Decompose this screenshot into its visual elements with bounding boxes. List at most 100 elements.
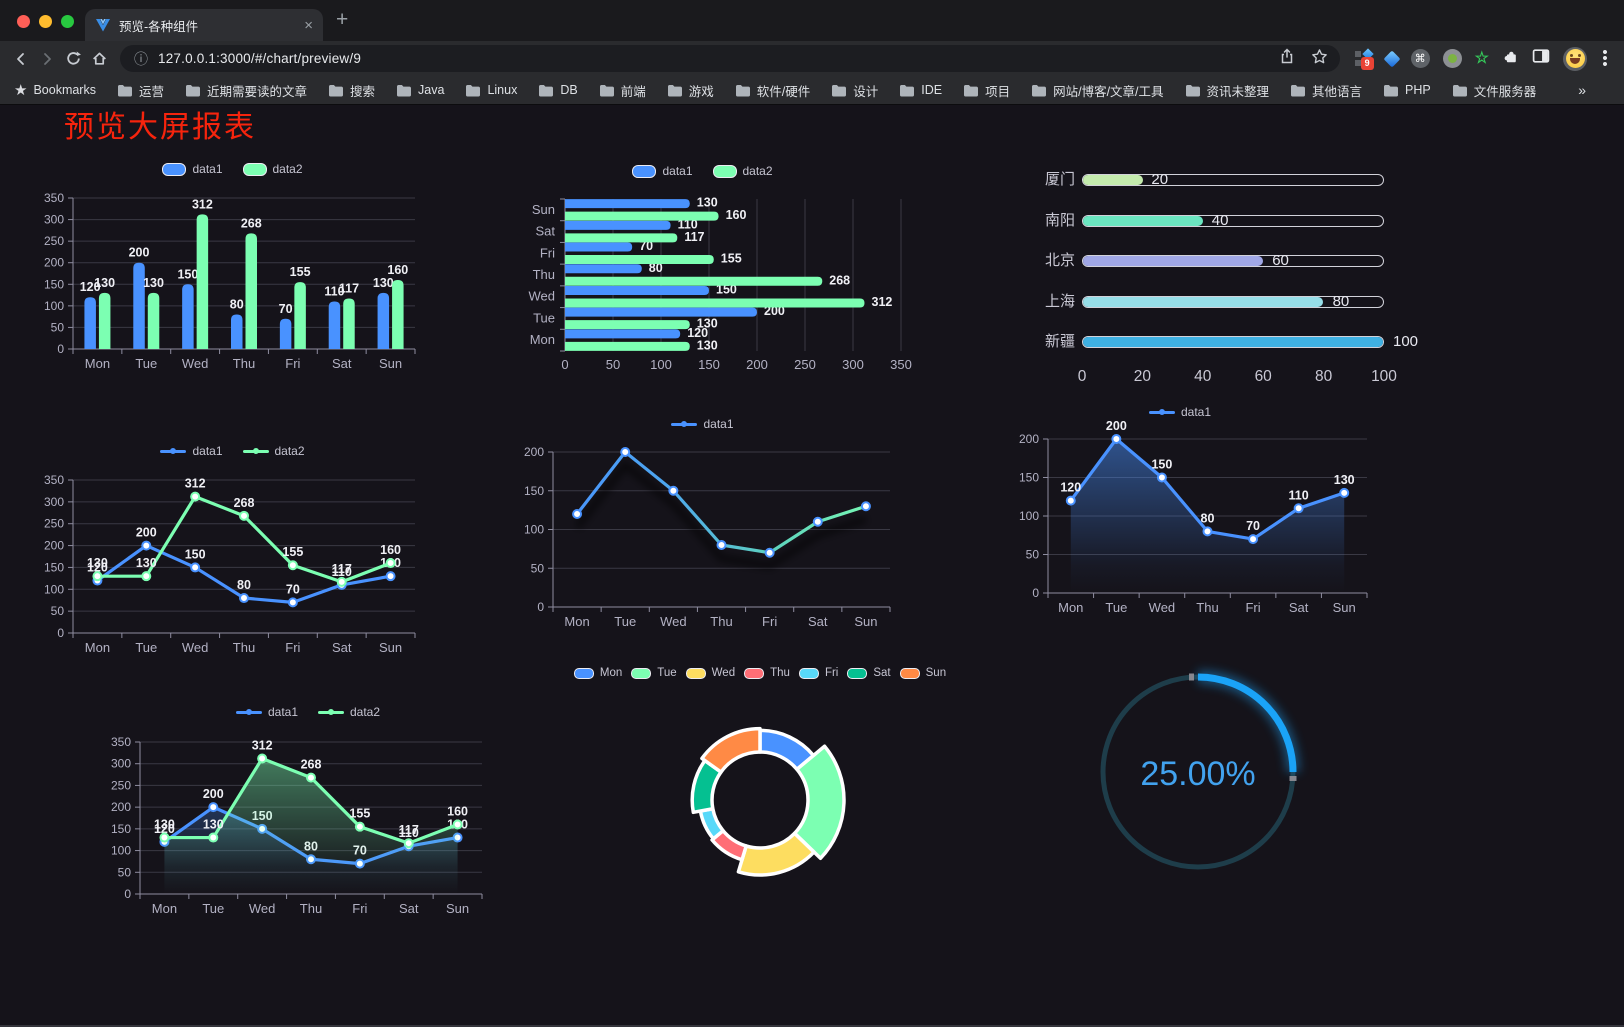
puzzle-extensions-icon[interactable] (1502, 48, 1519, 70)
legend-item-Wed[interactable]: Wed (685, 667, 735, 679)
bookmark-folder[interactable]: 文件服务器 (1452, 81, 1536, 100)
svg-text:Tue: Tue (533, 310, 555, 325)
legend-item-Tue[interactable]: Tue (631, 667, 677, 679)
legend-item-Sat[interactable]: Sat (847, 667, 891, 679)
progress-value: 60 (1272, 252, 1289, 269)
url-text[interactable]: 127.0.0.1:3000/#/chart/preview/9 (158, 51, 362, 66)
progress-axis-tick: 0 (1077, 368, 1087, 385)
bookmark-folder[interactable]: 资讯未整理 (1185, 81, 1269, 100)
svg-text:Fri: Fri (285, 640, 300, 655)
bookmark-folder[interactable]: PHP (1383, 81, 1431, 100)
bookmark-folder[interactable]: 设计 (831, 81, 878, 100)
legend-item-data2[interactable]: data2 (318, 705, 380, 719)
legend-item-data2[interactable]: data2 (242, 162, 303, 176)
home-button[interactable] (86, 46, 112, 72)
profile-avatar[interactable] (1563, 46, 1587, 71)
bookmark-folder[interactable]: 近期需要读的文章 (185, 81, 307, 100)
gradient-line-chart[interactable]: 0 50 100 150 200 Mon Tue Wed Thu Fri Sat Sun data1 (500, 413, 905, 629)
side-panel-icon[interactable] (1532, 48, 1550, 69)
bookmark-folder[interactable]: IDE (899, 81, 942, 100)
tab-close-icon[interactable]: × (304, 16, 313, 34)
reload-button[interactable] (60, 46, 86, 72)
legend-item-data1[interactable]: data1 (632, 164, 693, 178)
progress-axis-tick: 100 (1371, 368, 1397, 385)
svg-text:0: 0 (124, 887, 131, 901)
svg-text:Thu: Thu (233, 356, 255, 371)
site-info-icon[interactable]: ⓘ (134, 50, 148, 67)
new-tab-button[interactable]: + (336, 8, 349, 31)
bookmarks-manager[interactable]: ★ Bookmarks (14, 82, 96, 99)
two-line-chart[interactable]: 0 50 100 150 200 250 300 350 Mon Tue Wed Thu Fri Sat S… (40, 440, 425, 660)
bookmark-folder[interactable]: Linux (465, 81, 517, 100)
progress-axis-tick: 40 (1194, 368, 1212, 385)
svg-text:Tue: Tue (135, 640, 157, 655)
bookmark-folder[interactable]: 其他语言 (1290, 81, 1362, 100)
svg-text:100: 100 (111, 844, 131, 858)
bookmark-folder[interactable]: DB (538, 81, 578, 100)
bookmark-folder[interactable]: 软件/硬件 (735, 81, 810, 100)
svg-text:130: 130 (1334, 473, 1355, 487)
bookmarks-overflow-chevron[interactable]: » (1578, 82, 1587, 98)
legend-item-data1[interactable]: data1 (1148, 405, 1211, 419)
horizontal-bar-chart[interactable]: 0 50 100 150 200 250 300 350 Mon Tue Wed Thu Fri Sat S… (500, 152, 912, 372)
legend-item-data1[interactable]: data1 (160, 444, 223, 458)
svg-text:80: 80 (1201, 511, 1215, 525)
legend-item-Fri[interactable]: Fri (798, 667, 838, 679)
city-progress-chart[interactable]: 厦门 20 南阳 40 北京 60 上海 80 新疆 100 0 20 40 60 80 100 (995, 150, 1418, 390)
bookmark-folder[interactable]: Java (396, 81, 444, 100)
svg-text:312: 312 (252, 739, 273, 753)
svg-text:117: 117 (332, 562, 352, 576)
legend-item-Sun[interactable]: Sun (899, 667, 946, 679)
progress-track (1082, 214, 1384, 227)
bookmark-star-icon[interactable] (1311, 48, 1328, 70)
svg-text:130: 130 (203, 818, 224, 832)
maximize-window-button[interactable] (61, 15, 74, 28)
svg-text:Tue: Tue (1105, 600, 1127, 615)
legend-item-data1[interactable]: data1 (671, 417, 734, 431)
progress-fill (1083, 296, 1323, 307)
legend-item-Mon[interactable]: Mon (573, 667, 622, 679)
bookmark-folder[interactable]: 运营 (117, 81, 164, 100)
bookmark-folder[interactable]: 前端 (599, 81, 646, 100)
bookmarks-bar: ★ Bookmarks 运营 近期需要读的文章 搜索 Java Linux DB 前端 游戏 软… (0, 76, 1624, 105)
back-button[interactable] (8, 46, 34, 72)
dot-extension-icon[interactable] (1442, 49, 1462, 68)
bookmark-folder[interactable]: 游戏 (667, 81, 714, 100)
bookmark-folder[interactable]: 搜索 (328, 81, 375, 100)
svg-text:200: 200 (1019, 432, 1039, 446)
legend-swatch (162, 162, 187, 176)
progress-value: 20 (1151, 171, 1169, 188)
window-controls[interactable] (17, 15, 74, 28)
legend-item-data1[interactable]: data1 (162, 162, 223, 176)
two-line-area-chart[interactable]: 0 50 100 150 200 250 300 350 Mon Tue Wed Thu Fri Sat S… (98, 690, 518, 925)
grouped-bar-chart[interactable]: 0 50 100 150 200 250 300 350 Mon Tue Wed Thu Fri Sat S… (40, 150, 425, 375)
svg-text:300: 300 (44, 213, 64, 227)
svg-text:Mon: Mon (530, 332, 555, 347)
bookmark-folder[interactable]: 网站/博客/文章/工具 (1031, 81, 1164, 100)
browser-menu-icon[interactable]: • • • (1602, 43, 1608, 73)
legend-item-data2[interactable]: data2 (712, 164, 773, 178)
svg-text:100: 100 (44, 582, 64, 596)
rose-donut-chart[interactable]: Mon Tue Wed Thu Fri Sat Sun (560, 660, 960, 905)
area-line-chart[interactable]: 0 50 100 150 200 Mon Tue Wed Thu Fri Sat Sun 120 200 1… (985, 400, 1375, 615)
share-icon[interactable] (1279, 47, 1295, 70)
svg-text:Mon: Mon (85, 640, 110, 655)
legend-item-data1[interactable]: data1 (235, 705, 298, 719)
svg-text:100: 100 (650, 357, 672, 372)
minimize-window-button[interactable] (39, 15, 52, 28)
forward-button[interactable] (34, 46, 60, 72)
address-bar[interactable]: ⓘ 127.0.0.1:3000/#/chart/preview/9 (120, 45, 1340, 72)
legend-item-data2[interactable]: data2 (242, 444, 305, 458)
grid-extension-icon[interactable]: 9 (1354, 48, 1374, 70)
browser-tab[interactable]: 预览-各种组件 × (85, 9, 323, 41)
svg-text:200: 200 (129, 246, 150, 260)
close-window-button[interactable] (17, 15, 30, 28)
command-extension-icon[interactable]: ⌘ (1410, 49, 1430, 68)
legend-item-Thu[interactable]: Thu (744, 667, 790, 679)
svg-text:120: 120 (80, 280, 101, 294)
svg-text:155: 155 (290, 265, 311, 279)
gauge-chart[interactable]: 25.00% (1098, 670, 1300, 877)
star-extension-icon[interactable]: ☆ (1474, 49, 1489, 67)
diamond-extension-icon[interactable] (1383, 50, 1401, 67)
bookmark-folder[interactable]: 项目 (963, 81, 1010, 100)
